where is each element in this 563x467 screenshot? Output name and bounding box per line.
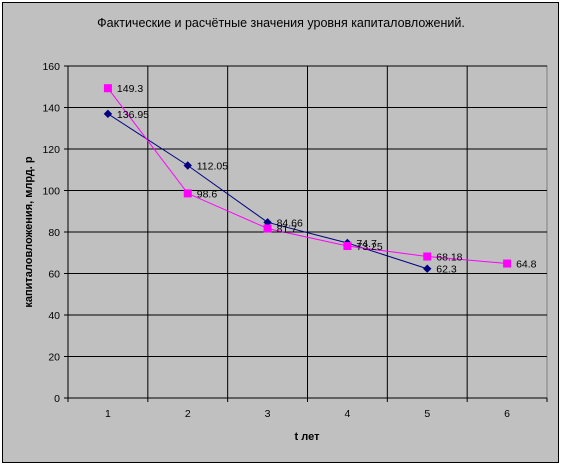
y-tick-label: 100 [42,186,60,198]
y-tick-label: 40 [48,310,60,322]
series-2-data-label: 149.3 [117,83,143,95]
series-2-data-label: 98.6 [197,188,218,200]
series-1-point [103,109,113,119]
series-1-data-label: 74.7 [356,238,377,250]
x-tick-label: 3 [265,408,271,420]
chart-title: Фактические и расчётные значения уровня … [97,16,465,30]
series-2-point [183,189,192,198]
y-tick-label: 160 [42,61,60,73]
series-1-data-label: 62.3 [436,264,457,276]
series-2-data-label: 68.18 [436,252,462,264]
series-2-point [423,252,432,261]
y-tick-label: 60 [48,269,60,281]
x-tick-label: 6 [504,408,510,420]
series-2-line [107,87,508,265]
series-1-point [183,161,192,170]
series-1-data-label: 136.95 [117,109,149,121]
series-2-data-label: 73.25 [356,241,382,253]
axes: 0 20 40 60 80 100 120 140 160 1 2 3 4 5 6 [42,61,548,420]
grid-lines [68,65,547,398]
series-1-data-label: 84.66 [277,217,303,229]
series-1-data-label: 112.05 [197,160,228,172]
series [103,84,512,273]
series-1-point [423,264,432,273]
x-tick-label: 2 [185,408,191,420]
series-2-data-label: 81.7 [277,223,298,235]
y-tick-label: 120 [42,144,60,156]
x-axis-title: t лет [295,431,321,443]
y-tick-label: 140 [42,103,60,115]
y-axis-title: капиталовложения, млрд. р [23,156,35,308]
x-tick-label: 1 [105,408,111,420]
series-2-point [503,259,512,268]
series-2-point [103,84,112,93]
y-tick-label: 80 [48,227,60,239]
x-tick-label: 5 [424,408,430,420]
x-tick-label: 4 [344,408,350,420]
data-labels: 136.95 112.05 84.66 74.7 62.3 149.3 98.6 81.7 73… [117,83,537,276]
series-2-point [343,242,352,251]
y-tick-label: 20 [48,352,60,364]
series-2-data-label: 64.8 [516,259,537,271]
y-tick-label: 0 [54,393,60,405]
series-2-point [263,224,272,233]
